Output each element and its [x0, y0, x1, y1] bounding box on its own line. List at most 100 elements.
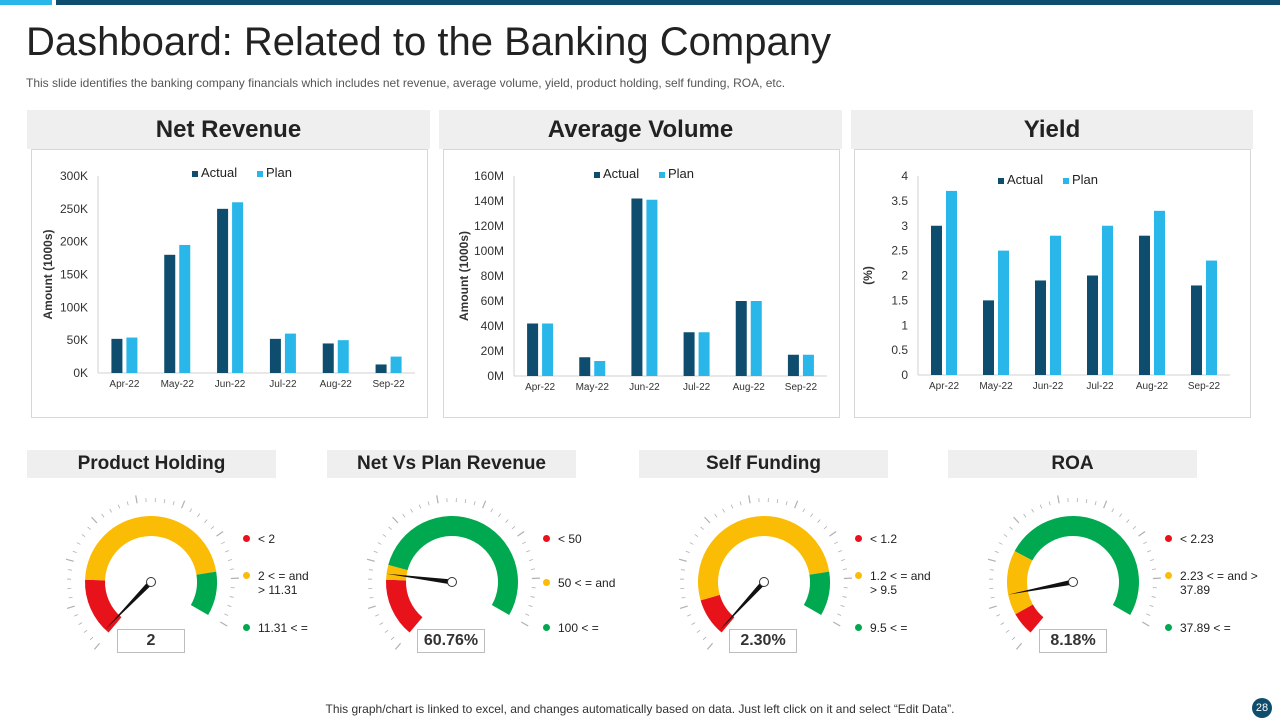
- footer-note: This graph/chart is linked to excel, and…: [325, 702, 955, 716]
- gauge-tick: [739, 501, 742, 506]
- roa-gauge[interactable]: [973, 485, 1173, 655]
- product-holding-title: Product Holding: [27, 450, 276, 478]
- gauge-tick: [817, 519, 821, 523]
- gauge-tick: [810, 513, 814, 518]
- x-tick-label: May-22: [161, 379, 195, 390]
- gauge-tick: [681, 596, 686, 599]
- legend-swatch-plan: [257, 171, 263, 177]
- gauge-tick: [1111, 508, 1115, 513]
- bar-plan-apr-22: [542, 323, 554, 376]
- legend-item-mid: 2.23 < = and > 37.89: [1165, 569, 1265, 597]
- gauge-tick: [526, 550, 531, 553]
- gauge-tick: [74, 614, 79, 617]
- y-tick-label: 4: [901, 169, 908, 183]
- bar-actual-jul-22: [269, 338, 281, 373]
- bar-plan-aug-22: [750, 301, 762, 376]
- gauge-pivot: [146, 577, 156, 587]
- bar-actual-aug-22: [735, 301, 747, 376]
- roa-title: ROA: [948, 450, 1197, 478]
- page-number: 28: [1252, 698, 1272, 718]
- legend-item-low: < 50: [543, 532, 582, 546]
- gauge-tick: [840, 559, 846, 562]
- bar-actual-jun-22: [631, 198, 643, 376]
- gauge-tick: [89, 636, 94, 641]
- bar-plan-may-22: [179, 244, 191, 373]
- legend-item-high: 11.31 < =: [243, 621, 308, 635]
- legend-item-low: < 1.2: [855, 532, 897, 546]
- legend-item-low: < 2.23: [1165, 532, 1214, 546]
- x-tick-label: May-22: [979, 381, 1013, 392]
- legend-swatch-actual: [192, 171, 198, 177]
- gauge-band-yellow: [386, 564, 408, 581]
- gauge-tick: [375, 614, 380, 617]
- legend-label-actual: Actual: [201, 165, 237, 180]
- x-tick-label: Jul-22: [1086, 381, 1114, 392]
- gauge-tick: [482, 500, 487, 509]
- net-revenue-chart[interactable]: 0K 50K 100K 150K 200K 250K 300K Amount (1000s) A…: [31, 149, 428, 418]
- net-revenue-title: Net Revenue: [27, 110, 430, 149]
- x-tick-label: Aug-22: [320, 379, 353, 390]
- self-funding-title: Self Funding: [639, 450, 888, 478]
- legend-swatch-actual: [594, 172, 600, 178]
- self-funding-gauge[interactable]: [664, 485, 864, 655]
- gauge-tick: [988, 605, 997, 610]
- gauge-tick: [714, 513, 718, 518]
- gauge-tick: [464, 499, 467, 504]
- gauge-tick: [1138, 531, 1146, 537]
- gauge-band-yellow: [698, 515, 830, 601]
- x-tick-label: Aug-22: [733, 382, 766, 393]
- bar-actual-apr-22: [111, 338, 123, 373]
- gauge-tick: [730, 504, 734, 509]
- gauge-band-yellow: [1007, 551, 1033, 615]
- green-dot-icon: [243, 624, 250, 631]
- gauge-tick: [680, 569, 685, 571]
- gauge-tick: [834, 541, 839, 545]
- gauge-tick: [225, 550, 230, 553]
- y-tick-label: 1: [901, 318, 908, 332]
- bar-plan-jul-22: [1102, 225, 1113, 375]
- average-volume-title: Average Volume: [439, 110, 842, 149]
- yield-svg: 0 0.5 1 1.5 2 2.5 3 3.5 4 (%) Apr-22 May-22 Jun-22 Ju…: [861, 169, 1230, 392]
- gauge-tick: [367, 605, 376, 610]
- legend-label-plan: Plan: [1072, 172, 1098, 187]
- yellow-dot-icon: [855, 572, 862, 579]
- gauge-tick: [229, 568, 235, 570]
- legend-label-plan: Plan: [668, 166, 694, 181]
- y-tick-label: 100K: [60, 300, 88, 314]
- gauge-tick: [998, 542, 1003, 545]
- gauge-tick: [163, 499, 166, 504]
- yield-chart[interactable]: 0 0.5 1 1.5 2 2.5 3 3.5 4 (%) Apr-22 May-22 Jun-22 Ju…: [854, 149, 1251, 418]
- product-holding-gauge[interactable]: [51, 485, 251, 655]
- legend-item-high: 9.5 < =: [855, 621, 907, 635]
- gauge-band-red: [1015, 604, 1044, 633]
- gauge-tick: [91, 516, 98, 524]
- gauge-band-green: [190, 571, 217, 615]
- gauge-band-red: [386, 579, 423, 633]
- gauge-pivot: [759, 577, 769, 587]
- bar-plan-jun-22: [232, 202, 244, 373]
- average-volume-chart[interactable]: 0M 20M 40M 60M 80M 100M 120M 140M 160M Amount (10…: [443, 149, 840, 418]
- gauge-tick: [678, 558, 687, 562]
- gauge-tick: [369, 596, 374, 599]
- gauge-band-red: [700, 594, 735, 633]
- gauge-tick: [520, 621, 529, 627]
- gauge-tick: [840, 605, 845, 607]
- gauge-tick: [996, 614, 1001, 617]
- gauge-tick: [696, 629, 701, 633]
- y-tick-label: 0: [901, 368, 908, 382]
- x-tick-label: Sep-22: [372, 379, 405, 390]
- gauge-tick: [93, 642, 101, 650]
- gauge-tick: [189, 508, 193, 513]
- roa-value: 8.18%: [1039, 629, 1107, 653]
- gauge-tick: [689, 542, 694, 545]
- legend-item-high: 37.89 < =: [1165, 621, 1231, 635]
- green-dot-icon: [855, 624, 862, 631]
- gauge-tick: [1147, 550, 1152, 553]
- gauge-tick: [1141, 621, 1150, 627]
- gauge-tick: [722, 508, 725, 513]
- gauge-tick: [366, 558, 375, 562]
- gauge-tick: [687, 614, 692, 617]
- gauge-tick: [418, 504, 422, 509]
- net-vs-plan-gauge[interactable]: [352, 485, 552, 655]
- legend-swatch-actual: [998, 178, 1004, 184]
